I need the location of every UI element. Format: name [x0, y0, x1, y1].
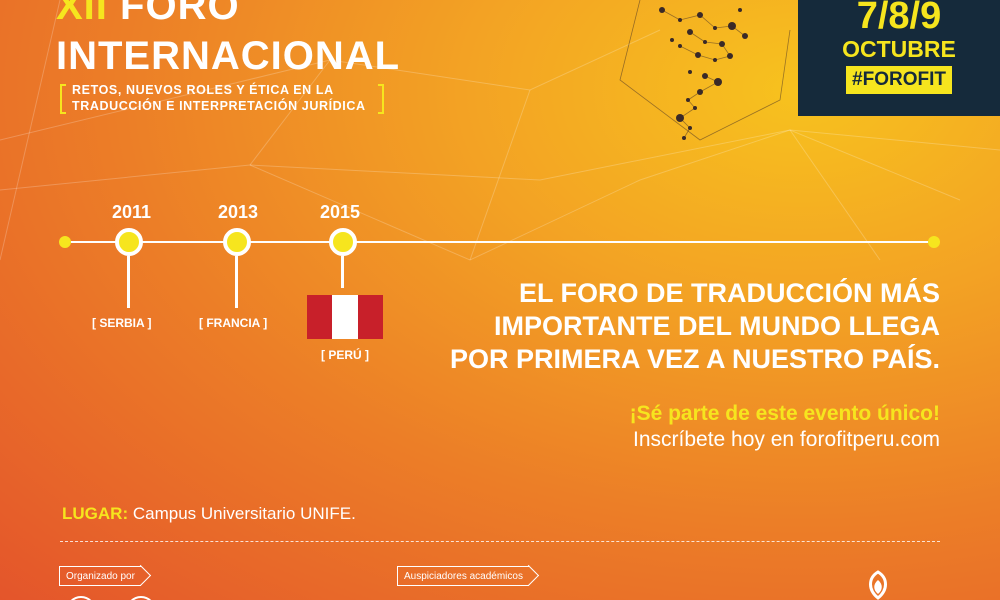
timeline-stem-2015: [341, 256, 344, 288]
timeline-stem-2011: [127, 256, 130, 308]
headline-line2: IMPORTANTE DEL MUNDO LLEGA: [494, 311, 940, 341]
sponsors-tag: Auspiciadores académicos: [397, 566, 529, 586]
timeline-year-2011: 2011: [112, 202, 152, 222]
bracket-left: [60, 84, 66, 114]
subtitle-line2: TRADUCCIÓN E INTERPRETACIÓN JURÍDICA: [72, 99, 366, 113]
title-line1: XII FORO: [56, 0, 240, 28]
title-word-foro: FORO: [120, 0, 240, 28]
venue-label: LUGAR:: [62, 504, 129, 523]
timeline-location-peru: [ PERÚ ]: [321, 348, 369, 362]
timeline-node-2011: [115, 228, 143, 256]
cta-tagline: ¡Sé parte de este evento único!: [629, 402, 940, 425]
timeline-year-2013: 2013: [218, 202, 259, 222]
event-dates: 7/8/9: [856, 0, 942, 37]
headline-line3: POR PRIMERA VEZ A NUESTRO PAÍS.: [449, 344, 940, 374]
cta-register-link[interactable]: Inscríbete hoy en forofitperu.com: [633, 428, 940, 451]
organized-by-tag: Organizado por: [59, 566, 141, 586]
title-numeral: XII: [56, 0, 108, 28]
bracket-right: [377, 84, 384, 114]
event-hashtag: #FOROFIT: [846, 66, 952, 94]
timeline-node-2013: [223, 228, 251, 256]
timeline-end-dot: [928, 236, 940, 248]
divider: [60, 541, 940, 542]
timeline-location-serbia: [ SERBIA ]: [92, 316, 152, 330]
headline-line1: EL FORO DE TRADUCCIÓN MÁS: [518, 278, 940, 308]
peru-flag-icon: [307, 295, 383, 339]
venue-value: Campus Universitario UNIFE.: [132, 504, 356, 523]
subtitle-line1: RETOS, NUEVOS ROLES Y ÉTICA EN LA: [72, 83, 334, 97]
timeline-node-2015: [329, 228, 357, 256]
subtitle: RETOS, NUEVOS ROLES Y ÉTICA EN LA TRADUC…: [60, 82, 384, 114]
timeline-stem-2013: [235, 256, 238, 308]
venue: LUGAR: Campus Universitario UNIFE.: [62, 504, 356, 524]
upc-logo-icon: [869, 570, 887, 600]
event-month: OCTUBRE: [842, 36, 956, 62]
timeline-year-2015: 2015: [320, 202, 361, 222]
date-box: 7/8/9 OCTUBRE #FOROFIT: [798, 0, 1000, 116]
title-line2: INTERNACIONAL: [56, 34, 401, 78]
timeline-location-francia: [ FRANCIA ]: [199, 316, 268, 330]
south-america-map-icon: [659, 7, 748, 140]
headline: EL FORO DE TRADUCCIÓN MÁS IMPORTANTE DEL…: [450, 277, 940, 376]
timeline-start-dot: [59, 236, 71, 248]
timeline-line: [65, 241, 935, 243]
